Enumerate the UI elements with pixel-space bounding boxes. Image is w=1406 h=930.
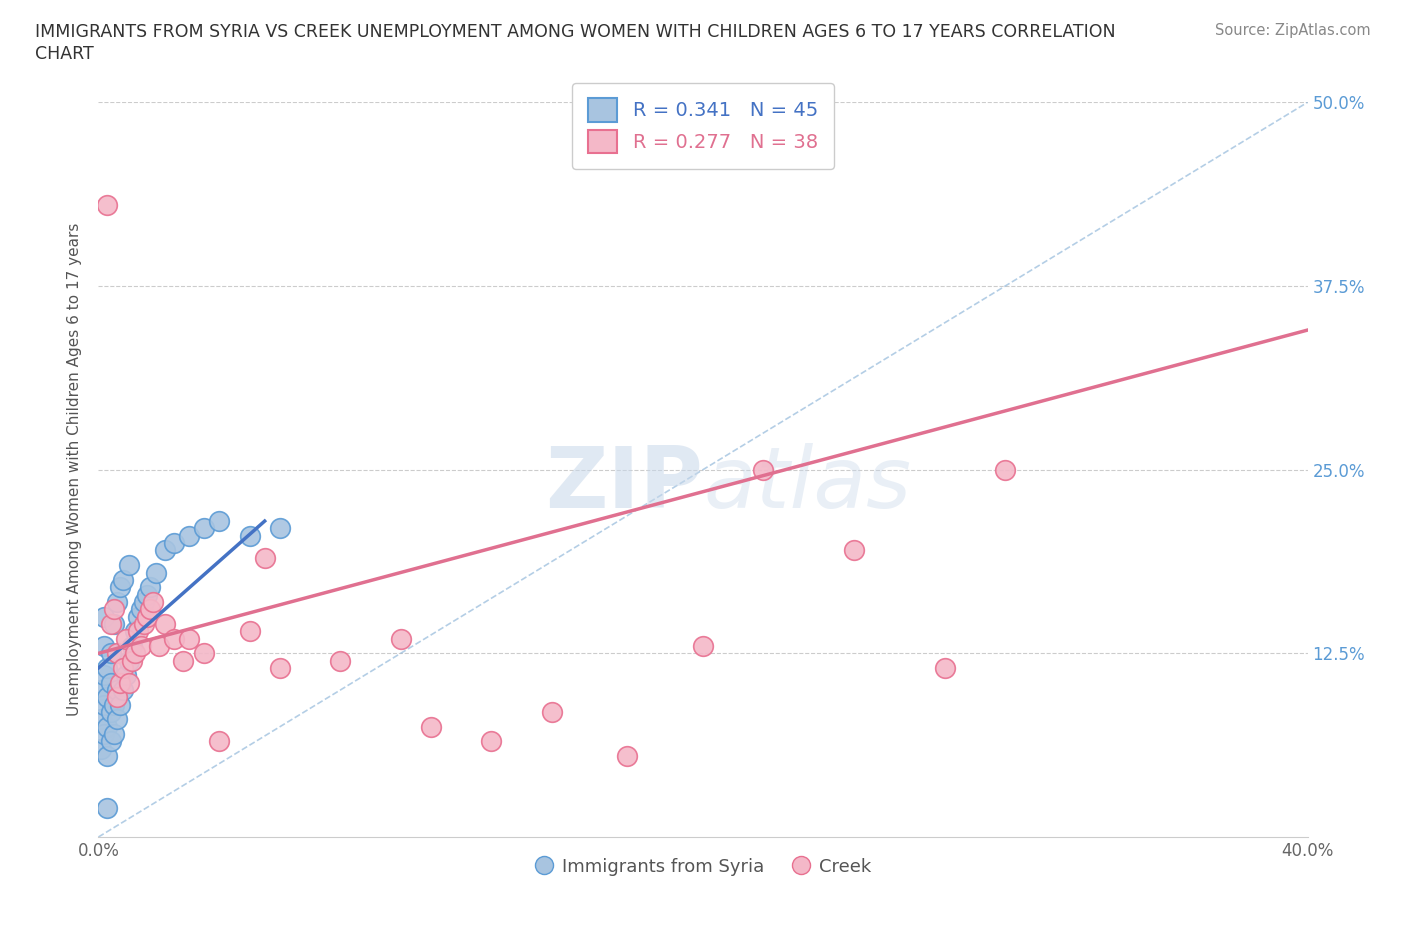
Point [139, 579, 162, 594]
Point [100, 675, 122, 690]
Point [132, 594, 155, 609]
Point [96, 749, 118, 764]
Point [96, 198, 118, 213]
Point [193, 646, 215, 661]
Point [105, 594, 128, 609]
Point [139, 602, 162, 617]
Point [208, 513, 231, 528]
Point [127, 609, 149, 624]
Text: Source: ZipAtlas.com: Source: ZipAtlas.com [1215, 23, 1371, 38]
Point [103, 602, 125, 617]
Point [135, 609, 157, 624]
Point [172, 653, 194, 668]
Point [844, 543, 866, 558]
Y-axis label: Unemployment Among Women with Children Ages 6 to 17 years: Unemployment Among Women with Children A… [67, 223, 83, 716]
Point [124, 624, 146, 639]
Point [100, 617, 122, 631]
Point [108, 698, 131, 712]
Point [934, 660, 956, 675]
Point [90, 712, 112, 727]
Point [90, 741, 112, 756]
Point [93, 639, 115, 654]
Text: ZIP: ZIP [546, 443, 703, 525]
Point [93, 668, 115, 683]
Point [269, 521, 291, 536]
Point [208, 734, 231, 749]
Text: IMMIGRANTS FROM SYRIA VS CREEK UNEMPLOYMENT AMONG WOMEN WITH CHILDREN AGES 6 TO : IMMIGRANTS FROM SYRIA VS CREEK UNEMPLOYM… [35, 23, 1116, 41]
Point [96, 720, 118, 735]
Point [420, 720, 443, 735]
Point [389, 631, 412, 646]
Point [142, 594, 165, 609]
Text: atlas: atlas [703, 443, 911, 525]
Point [994, 462, 1017, 477]
Point [93, 698, 115, 712]
Point [121, 653, 143, 668]
Point [90, 683, 112, 698]
Point [153, 617, 176, 631]
Point [105, 683, 128, 698]
Point [124, 646, 146, 661]
Point [93, 609, 115, 624]
Point [100, 734, 122, 749]
Point [481, 734, 503, 749]
Point [96, 690, 118, 705]
Point [103, 617, 125, 631]
Point [148, 639, 170, 654]
Point [163, 536, 186, 551]
Point [111, 660, 134, 675]
Point [100, 646, 122, 661]
Point [108, 675, 131, 690]
Legend: Immigrants from Syria, Creek: Immigrants from Syria, Creek [527, 850, 879, 883]
Point [111, 683, 134, 698]
Point [692, 639, 714, 654]
Point [269, 660, 291, 675]
Point [179, 631, 201, 646]
Point [118, 558, 141, 573]
Point [96, 800, 118, 815]
Point [179, 528, 201, 543]
Point [752, 462, 775, 477]
Point [129, 639, 152, 654]
Text: CHART: CHART [35, 45, 94, 62]
Point [193, 521, 215, 536]
Point [111, 573, 134, 588]
Point [329, 653, 352, 668]
Point [93, 726, 115, 741]
Point [103, 726, 125, 741]
Point [127, 624, 149, 639]
Point [108, 579, 131, 594]
Point [540, 705, 562, 720]
Point [118, 675, 141, 690]
Point [103, 698, 125, 712]
Point [239, 624, 262, 639]
Point [616, 749, 638, 764]
Point [145, 565, 167, 580]
Point [118, 653, 141, 668]
Point [129, 602, 152, 617]
Point [96, 660, 118, 675]
Point [105, 712, 128, 727]
Point [153, 543, 176, 558]
Point [132, 617, 155, 631]
Point [163, 631, 186, 646]
Point [105, 646, 128, 661]
Point [114, 668, 136, 683]
Point [239, 528, 262, 543]
Point [105, 690, 128, 705]
Point [253, 551, 276, 565]
Point [135, 587, 157, 602]
Point [114, 631, 136, 646]
Point [121, 639, 143, 654]
Point [100, 705, 122, 720]
